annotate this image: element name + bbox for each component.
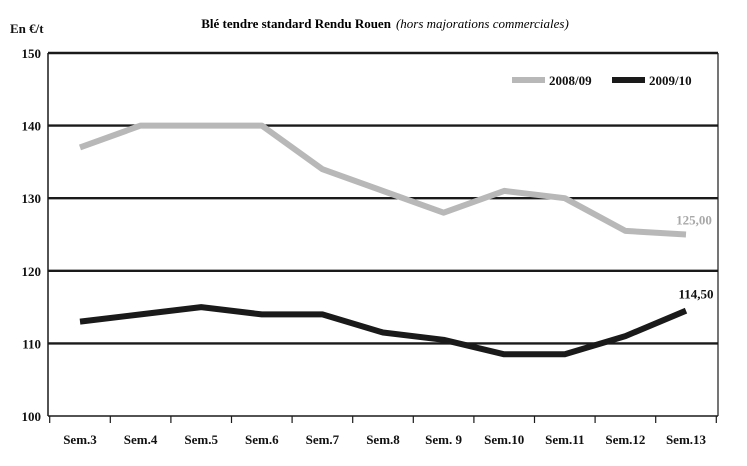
y-axis-unit-label: En €/t — [10, 21, 44, 36]
data-labels: 125,00 114,50 — [676, 213, 713, 302]
x-tick-label: Sem.5 — [184, 432, 218, 447]
legend: 2008/09 2009/10 — [512, 73, 692, 88]
legend-label: 2009/10 — [649, 73, 692, 88]
x-tick-label: Sem.13 — [666, 432, 707, 447]
x-tick-label: Sem.6 — [245, 432, 279, 447]
x-tick-label: Sem.4 — [124, 432, 158, 447]
x-tick-label: Sem.7 — [306, 432, 340, 447]
series-line-1 — [79, 304, 688, 358]
y-tick-label: 150 — [22, 46, 42, 61]
legend-label: 2008/09 — [549, 73, 592, 88]
y-tick-label: 120 — [22, 264, 42, 279]
x-tick-label: Sem.10 — [484, 432, 524, 447]
series-line-0 — [78, 122, 687, 238]
chart-title-line: Blé tendre standard Rendu Rouen (hors maj… — [201, 16, 569, 31]
data-series — [78, 122, 688, 358]
y-tick-label: 110 — [22, 336, 41, 351]
chart-subtitle: (hors majorations commerciales) — [396, 16, 569, 31]
y-tick-label: 140 — [22, 119, 42, 134]
x-tick-label: Sem.12 — [605, 432, 645, 447]
x-tick-label: Sem.11 — [545, 432, 584, 447]
x-tick-label: Sem. 9 — [425, 432, 462, 447]
grid-lines — [47, 51, 719, 416]
end-data-label: 125,00 — [676, 213, 712, 228]
chart-title: Blé tendre standard Rendu Rouen — [201, 16, 392, 31]
y-tick-label: 100 — [22, 409, 42, 424]
x-tick-label: Sem.8 — [366, 432, 400, 447]
x-axis: Sem.3 Sem.4 Sem.5 Sem.6 Sem.7 Sem.8 Sem. 9 Sem.… — [48, 415, 718, 447]
y-axis-ticks: 100 110 120 130 140 150 — [22, 46, 42, 424]
y-tick-label: 130 — [22, 191, 42, 206]
end-data-label: 114,50 — [678, 287, 713, 302]
x-tick-label: Sem.3 — [63, 432, 97, 447]
